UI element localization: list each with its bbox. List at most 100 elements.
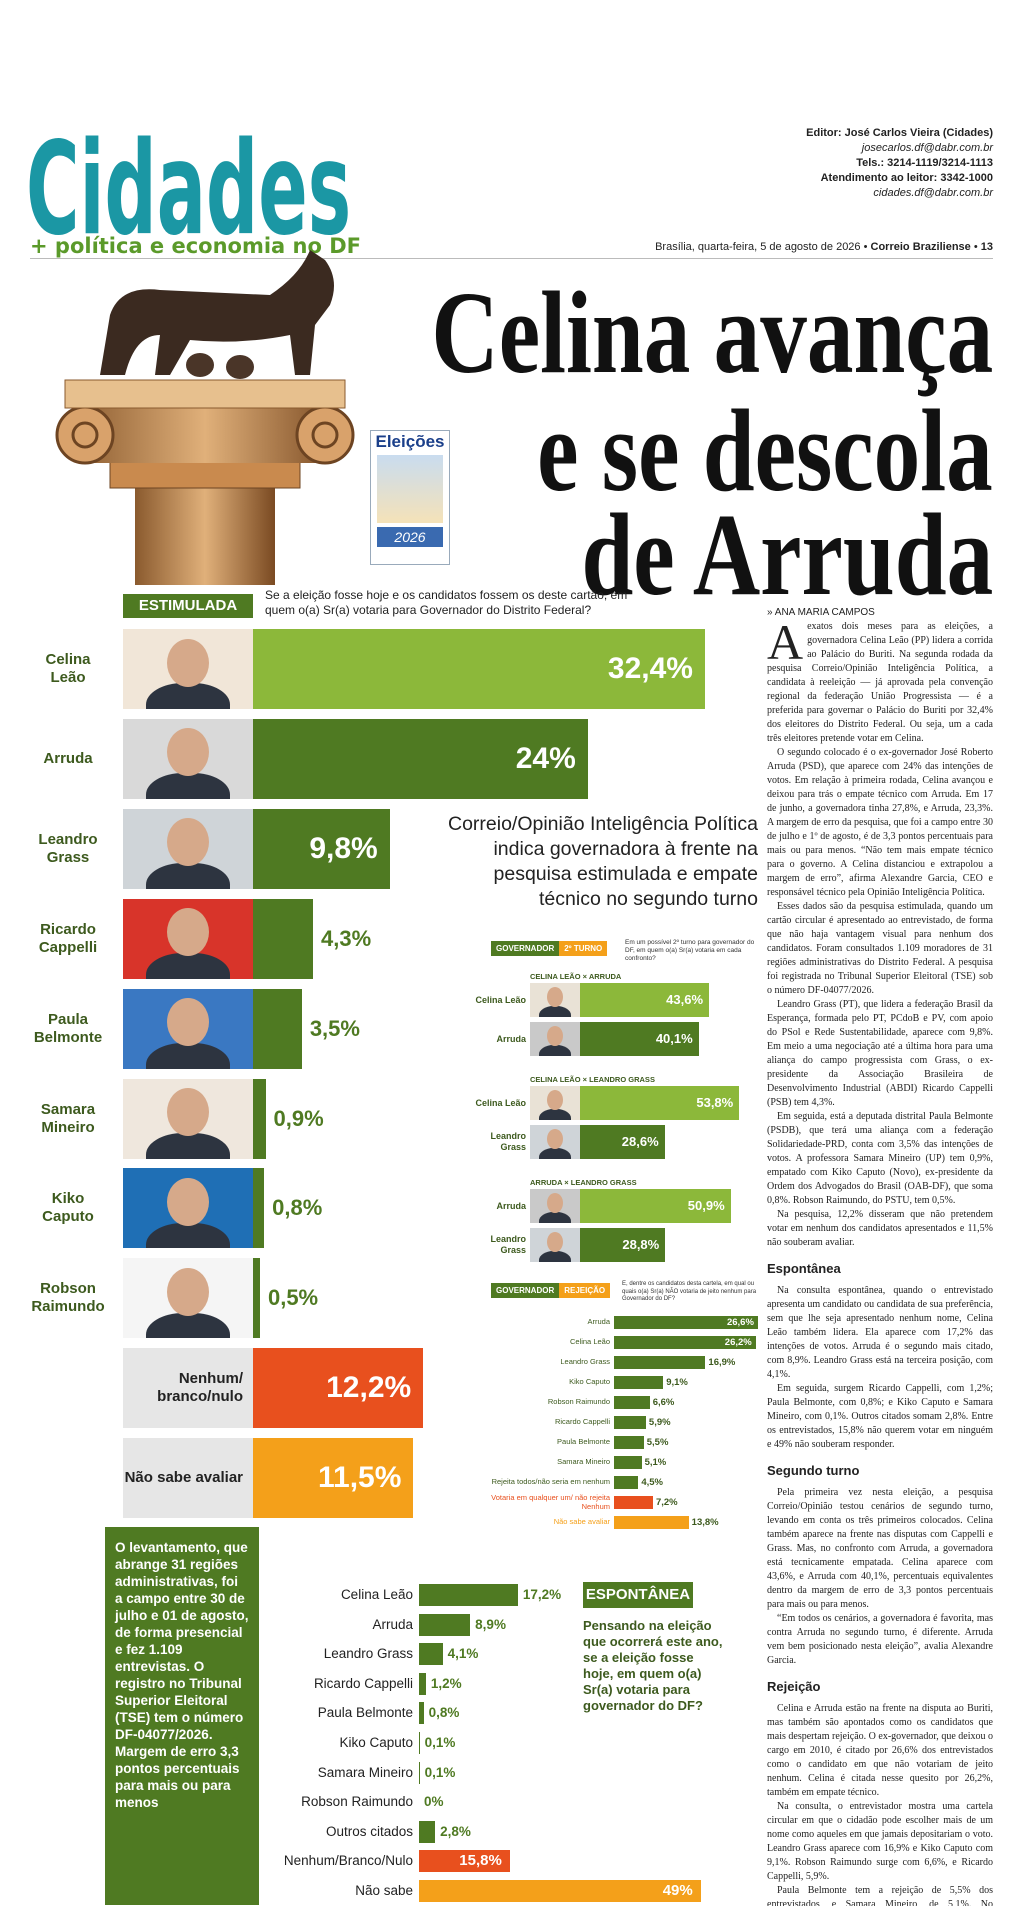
photo <box>123 1168 253 1249</box>
category-label: Kiko Caputo <box>42 1190 94 1226</box>
bar <box>580 1125 665 1159</box>
bar <box>419 1820 436 1843</box>
value-label: 5,5% <box>646 1437 669 1448</box>
badge-year: 2026 <box>377 527 443 547</box>
category-label: Não sabe <box>355 1883 413 1898</box>
chart-title: Correio/Opinião Inteligência Política in… <box>447 813 758 910</box>
badge-title: Eleições <box>375 432 445 451</box>
category-label: Samara Mineiro <box>557 1457 610 1467</box>
value-label: 24% <box>515 741 576 775</box>
photo-head <box>167 1177 209 1226</box>
band-tag: REJEIÇÃO <box>559 1283 611 1298</box>
bar <box>580 1086 740 1120</box>
phones: Tels.: 3214-1119/3214-1113 <box>856 157 993 169</box>
value-label: 0,5% <box>267 1285 319 1311</box>
methodology-box: O levantamento, que abrange 31 regiões a… <box>105 1527 259 1905</box>
photo <box>530 1125 580 1159</box>
paragraph: Leandro Grass (PT), que lidera a federaç… <box>767 999 993 1108</box>
category-label: Celina Leão <box>45 651 91 686</box>
photo-body <box>539 1212 571 1223</box>
bar <box>253 629 705 709</box>
category-label: Arruda <box>372 1616 413 1632</box>
photo <box>530 1189 580 1223</box>
chart-subtitle: Se a eleição fosse hoje e os candidatos … <box>265 588 628 617</box>
section-heading: Espontânea <box>767 1261 841 1276</box>
category-label: Não sabe avaliar <box>553 1517 610 1527</box>
election-badge: Eleições 2026 <box>370 430 450 565</box>
value-label: 49% <box>662 1882 693 1899</box>
photo-head <box>547 1193 563 1214</box>
chart-subtitle: Pensando na eleição que ocorrerá este an… <box>583 1618 723 1713</box>
section-heading: Segundo turno <box>767 1463 860 1478</box>
headline-line: e se descola <box>537 385 993 516</box>
category-label: Leandro Grass <box>323 1646 413 1662</box>
paragraph: Na pesquisa, 12,2% disseram que não pret… <box>767 1209 993 1248</box>
bar <box>253 988 302 1069</box>
statue-image <box>55 250 355 585</box>
group-title: CELINA LEÃO × LEANDRO GRASS <box>530 1075 655 1084</box>
article: » ANA MARIA CAMPOS A exatos dois meses p… <box>767 606 993 1906</box>
bar <box>419 1613 471 1636</box>
bar <box>419 1732 420 1754</box>
photo <box>530 1086 580 1120</box>
category-label: Ricardo Cappelli <box>554 1417 610 1427</box>
page-number: 13 <box>980 241 993 253</box>
section-title: Cidades <box>26 115 352 264</box>
group-title: CELINA LEÃO × ARRUDA <box>530 972 622 981</box>
value-label: 6,6% <box>652 1397 675 1408</box>
value-label: 0,1% <box>424 1735 456 1750</box>
category-label: Celina Leão <box>340 1587 413 1602</box>
reader-service: Atendimento ao leitor: 3342-1000 <box>820 172 993 184</box>
category-label: Outros citados <box>325 1823 413 1839</box>
paragraph: Na consulta espontânea, quando o entrevi… <box>767 1285 993 1380</box>
category-label: Robson Raimundo <box>547 1397 610 1407</box>
photo-head <box>167 908 209 957</box>
value-label: 16,9% <box>708 1357 736 1368</box>
photo-head <box>167 1267 209 1316</box>
photo-body <box>146 953 230 979</box>
paragraph: Em seguida, surgem Ricardo Cappelli, com… <box>767 1383 993 1450</box>
value-label: 7,2% <box>655 1497 678 1508</box>
category-label: Kiko Caputo <box>569 1377 610 1387</box>
category-label: Ricardo Cappelli <box>38 920 98 956</box>
paragraph: O segundo colocado é o ex-governador Jos… <box>767 747 993 898</box>
photo <box>530 1228 580 1262</box>
badge-image <box>377 455 443 523</box>
value-label: 26,2% <box>724 1337 752 1348</box>
chart-subtitle: Em um possível 2º turno para governador … <box>625 939 755 962</box>
chart-band: GOVERNADOR REJEIÇÃO <box>491 1283 611 1298</box>
bar <box>580 1228 666 1262</box>
photo-head <box>167 998 209 1047</box>
category-label: Leandro Grass <box>38 830 98 866</box>
photo-head <box>547 1026 563 1047</box>
bar <box>253 1348 424 1429</box>
category-label: Nenhum/Branco/Nulo <box>283 1853 413 1869</box>
category-label: Robson Raimundo <box>31 1280 105 1316</box>
photo-head <box>547 1232 563 1253</box>
photo <box>123 1258 253 1339</box>
editor: Editor: José Carlos Vieira (Cidades) <box>806 127 993 139</box>
value-label: 26,6% <box>726 1317 754 1328</box>
photo-body <box>539 1109 571 1120</box>
chart-title: ESPONTÂNEA <box>583 1582 693 1608</box>
section-heading: Rejeição <box>767 1679 821 1694</box>
category-label: Não sabe avaliar <box>123 1438 253 1519</box>
value-label: 43,6% <box>666 992 704 1007</box>
chart-subtitle: E, dentre os candidatos desta cartela, e… <box>622 1281 757 1302</box>
bar <box>614 1456 642 1469</box>
photo <box>530 983 580 1017</box>
chart-band: GOVERNADOR 2º TURNO <box>491 941 608 956</box>
bar <box>419 1672 426 1695</box>
photo-body <box>146 1222 230 1249</box>
photo-head <box>167 1088 209 1137</box>
bar <box>253 898 313 979</box>
bar <box>614 1336 756 1349</box>
paragraph: Na consulta, o entrevistador mostra uma … <box>767 1801 993 1882</box>
photo-body <box>146 863 230 889</box>
bar <box>580 1022 699 1056</box>
paragraph: Celina e Arruda estão na frente na dispu… <box>767 1703 993 1798</box>
photo-body <box>539 1006 571 1017</box>
band-label: GOVERNADOR <box>491 941 560 956</box>
bar <box>419 1880 701 1902</box>
value-label: 15,8% <box>459 1852 502 1870</box>
